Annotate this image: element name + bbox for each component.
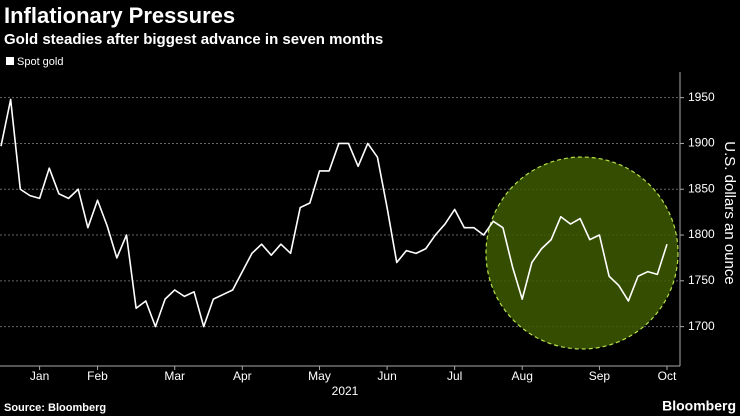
x-tick-label: Jun	[377, 369, 396, 383]
x-tick-label: Jul	[447, 369, 462, 383]
x-tick-label: Oct	[658, 369, 677, 383]
y-axis-label: U.S. dollars an ounce	[721, 141, 738, 284]
y-tick-label: 1750	[688, 273, 715, 287]
x-tick-label: Sep	[589, 369, 611, 383]
x-axis-label: 2021	[332, 384, 359, 398]
chart-subtitle: Gold steadies after biggest advance in s…	[4, 31, 383, 48]
x-tick-label: Apr	[233, 369, 252, 383]
x-tick-label: May	[308, 369, 331, 383]
source: Source: Bloomberg	[4, 402, 106, 414]
x-tick-label: Aug	[512, 369, 533, 383]
x-tick-label: Jan	[30, 369, 49, 383]
y-tick-label: 1800	[688, 227, 715, 241]
y-tick-label: 1700	[688, 319, 715, 333]
x-tick-label: Feb	[87, 369, 108, 383]
y-tick-label: 1950	[688, 90, 715, 104]
chart-title: Inflationary Pressures	[4, 3, 235, 28]
y-tick-label: 1850	[688, 181, 715, 195]
legend-label: Spot gold	[17, 56, 63, 68]
y-tick-label: 1900	[688, 136, 715, 150]
x-tick-label: Mar	[164, 369, 185, 383]
brand: Bloomberg	[662, 398, 736, 414]
legend-swatch	[6, 57, 14, 65]
highlight-circle	[485, 156, 679, 350]
price-line	[0, 98, 668, 328]
